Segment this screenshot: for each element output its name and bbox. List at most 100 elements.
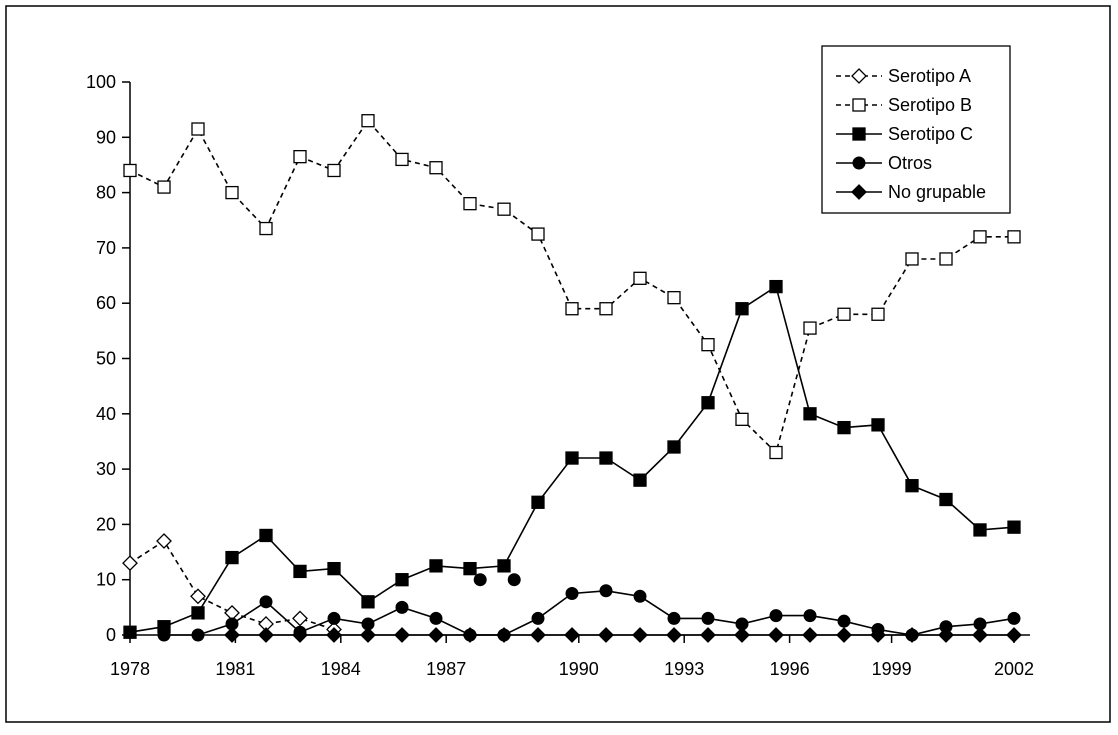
data-point [259, 595, 273, 609]
plot-series [122, 114, 1022, 643]
data-point [531, 227, 545, 241]
y-tick-label: 20 [96, 514, 116, 534]
data-point [429, 161, 443, 175]
legend-label: Serotipo C [888, 124, 973, 144]
data-point [701, 396, 715, 410]
data-point [327, 163, 341, 178]
data-point [667, 291, 681, 305]
data-point [802, 627, 818, 643]
legend-label: Otros [888, 153, 932, 173]
legend-marker [851, 68, 867, 84]
data-point [768, 627, 784, 643]
data-point [632, 627, 648, 643]
data-point [972, 627, 988, 643]
data-point [803, 407, 817, 421]
data-point [496, 627, 512, 643]
data-point [599, 302, 613, 316]
legend-marker [851, 184, 867, 200]
x-tick-label: 1987 [426, 659, 466, 679]
legend-label: Serotipo A [888, 66, 971, 86]
data-point [156, 533, 172, 549]
y-tick-label: 50 [96, 349, 116, 369]
x-tick-label: 1996 [770, 659, 810, 679]
data-point [939, 252, 953, 266]
data-point [258, 627, 274, 643]
y-tick-label: 70 [96, 238, 116, 258]
data-point [395, 152, 409, 167]
data-point [428, 627, 444, 643]
data-point [259, 221, 273, 236]
data-point [837, 614, 851, 628]
data-point [361, 114, 375, 128]
data-point [871, 418, 885, 432]
legend-label: Serotipo B [888, 95, 972, 115]
data-point [1007, 520, 1021, 534]
data-point [225, 550, 239, 565]
data-point [327, 611, 341, 625]
y-tick-label: 60 [96, 293, 116, 313]
data-point [327, 561, 341, 576]
data-point [157, 180, 171, 194]
legend-marker [852, 127, 866, 141]
x-tick-label: 1990 [559, 659, 599, 679]
data-point [938, 627, 954, 643]
data-point [293, 564, 307, 579]
data-point [123, 625, 137, 639]
data-point [395, 573, 409, 587]
data-point [429, 559, 443, 573]
data-point [905, 252, 919, 266]
legend-marker [852, 98, 866, 112]
data-point [191, 628, 205, 642]
legend-item: Serotipo A [836, 66, 971, 86]
data-point [360, 627, 376, 643]
series-serotipo-b [123, 114, 1021, 460]
data-point [191, 122, 205, 136]
data-point [259, 528, 273, 543]
data-point [803, 321, 817, 335]
x-tick-label: 1993 [664, 659, 704, 679]
data-point [292, 627, 308, 643]
data-point [1007, 230, 1021, 244]
data-point [734, 627, 750, 643]
x-tick-label: 1978 [110, 659, 150, 679]
data-point [191, 606, 205, 620]
data-point [564, 627, 580, 643]
data-point [1007, 611, 1021, 625]
data-point [463, 561, 477, 576]
series-serotipo-c [123, 279, 1021, 639]
data-point [122, 555, 138, 572]
y-tick-label: 30 [96, 459, 116, 479]
data-point [633, 473, 647, 487]
legend-label: No grupable [888, 182, 986, 202]
data-point [1006, 627, 1022, 643]
data-point [836, 627, 852, 643]
data-point [462, 627, 478, 643]
data-point [973, 523, 987, 537]
legend-item: Serotipo C [836, 124, 973, 144]
data-point [473, 573, 487, 587]
data-point [735, 412, 749, 426]
data-point [531, 495, 545, 509]
data-point [190, 588, 206, 605]
x-tick-label: 1981 [215, 659, 255, 679]
data-point [837, 420, 851, 435]
data-point [837, 307, 851, 321]
y-tick-label: 100 [86, 72, 116, 92]
data-point [429, 611, 443, 625]
data-point [769, 609, 783, 623]
legend-marker [852, 156, 866, 170]
x-tick-label: 1984 [321, 659, 361, 679]
data-point [599, 451, 613, 465]
data-point [973, 230, 987, 244]
data-point [292, 610, 308, 627]
data-point [633, 271, 647, 285]
data-point [667, 440, 681, 454]
data-point [700, 627, 716, 643]
data-point [463, 197, 477, 211]
data-point [905, 479, 919, 493]
data-point [565, 587, 579, 601]
data-point [224, 627, 240, 643]
data-point [507, 573, 521, 587]
